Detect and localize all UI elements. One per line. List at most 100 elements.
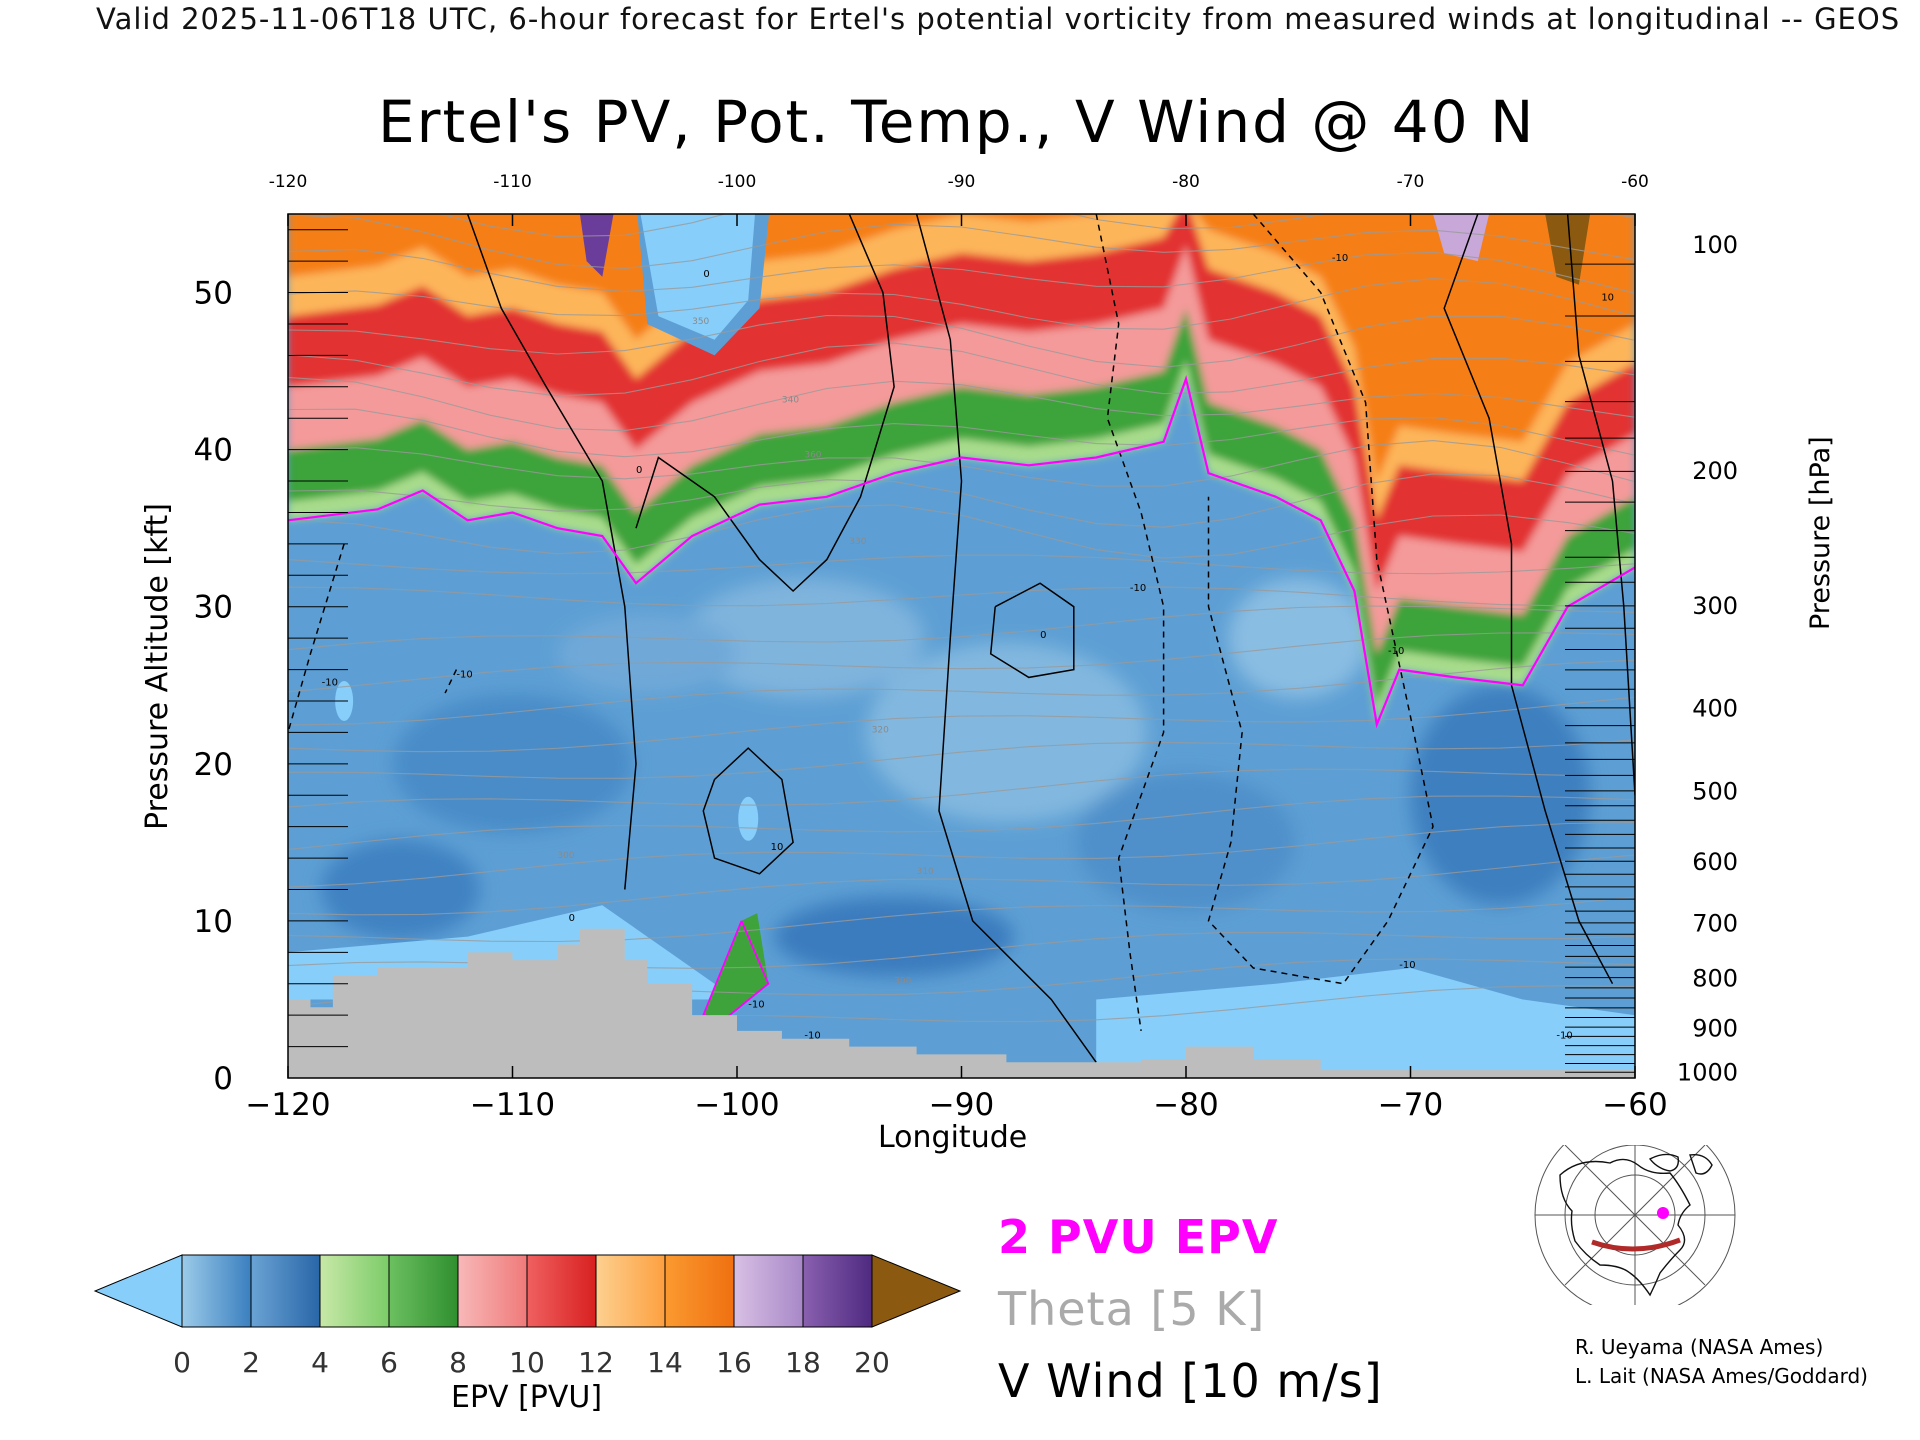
theta-isentrope xyxy=(288,248,1635,294)
pressure-tick-label: 1000 xyxy=(1677,1059,1738,1087)
cross-section-plot: 30032031030033035034036000010-10-100-10-… xyxy=(194,172,1738,1123)
vwind-neg10-contour xyxy=(444,669,458,694)
x-tick-label: −60 xyxy=(1602,1087,1667,1123)
top-x-tick-label: -120 xyxy=(269,172,308,192)
theta-isentrope xyxy=(288,605,1635,651)
vwind-zero-contour xyxy=(989,582,1075,679)
y-tick-label: 30 xyxy=(194,590,233,626)
high-pv-patch xyxy=(1545,214,1591,285)
colorbar-segment xyxy=(733,1254,804,1328)
y-tick-label: 50 xyxy=(194,276,233,312)
theta-isentrope xyxy=(288,214,1635,270)
theta-label: 300 xyxy=(894,977,911,987)
pressure-tick-label: 300 xyxy=(1692,592,1738,620)
vwind-label: 0 xyxy=(569,913,575,924)
vwind-label: 0 xyxy=(1040,630,1046,641)
colorbar-tick-label: 10 xyxy=(509,1346,545,1379)
legend-2pvu: 2 PVU EPV xyxy=(998,1210,1279,1264)
y-tick-label: 0 xyxy=(213,1061,233,1097)
colorbar-segment xyxy=(802,1254,873,1328)
pressure-tick-label: 100 xyxy=(1692,231,1738,259)
colorbar-segment-outline xyxy=(802,1254,873,1328)
high-pv-patch xyxy=(1433,214,1490,262)
colorbar-segment xyxy=(388,1254,459,1328)
epv-band-5 xyxy=(288,214,1635,482)
pv-blob xyxy=(1076,772,1296,913)
colorbar-tick-label: 0 xyxy=(173,1346,191,1379)
theta-isentrope xyxy=(288,821,1635,888)
y-axis-label: Pressure Altitude [kft] xyxy=(140,503,175,830)
x-tick-label: −80 xyxy=(1153,1087,1218,1123)
pv-blob xyxy=(684,578,925,699)
colorbar-segment xyxy=(250,1254,321,1328)
pressure-tick-label: 800 xyxy=(1692,964,1738,992)
colorbar-under-arrow xyxy=(93,1254,183,1328)
pressure-tick-label: 200 xyxy=(1692,457,1738,485)
vwind-label: 0 xyxy=(703,269,709,280)
colorbar-segment xyxy=(319,1254,390,1328)
theta-isentrope xyxy=(288,739,1635,779)
pv-blob xyxy=(1410,685,1591,906)
colorbar-tick-label: 4 xyxy=(311,1346,329,1379)
colorbar: 0 2 4 6 8 10 12 14 16 18 20 xyxy=(93,1254,962,1379)
legend-theta: Theta [5 K] xyxy=(998,1282,1266,1336)
x-tick-label: −90 xyxy=(929,1087,994,1123)
forecast-header: Valid 2025-11-06T18 UTC, 6-hour forecast… xyxy=(96,2,1901,36)
vwind-label: 10 xyxy=(1601,292,1614,303)
credit-line-2: L. Lait (NASA Ames/Goddard) xyxy=(1575,1364,1868,1388)
colorbar-tick-label: 12 xyxy=(578,1346,614,1379)
x-tick-label: −120 xyxy=(245,1087,330,1123)
y-tick-label: 40 xyxy=(194,433,233,469)
contour-layer: 300 320 310 300 330 350 340 360 0 0 0 10 -10 -10 0 -10 -… xyxy=(288,214,1635,1078)
pv-blob xyxy=(557,613,738,694)
pressure-tick-label: 500 xyxy=(1692,778,1738,806)
y-tick-label: 20 xyxy=(194,747,233,783)
colorbar-label: EPV [PVU] xyxy=(451,1380,603,1415)
theta-isentrope xyxy=(288,554,1635,575)
theta-isentrope xyxy=(288,277,1635,330)
theta-isentrope xyxy=(288,896,1635,943)
colorbar-over-arrow xyxy=(871,1254,962,1328)
colorbar-tick-label: 8 xyxy=(449,1346,467,1379)
vwind-neg10-contour xyxy=(1095,214,1165,1032)
tropopause-2pvu-line xyxy=(288,375,1635,729)
theta-isentrope xyxy=(288,632,1635,693)
vwind-contours xyxy=(288,214,1635,1063)
colorbar-tick-label: 16 xyxy=(716,1346,752,1379)
theta-isentrope xyxy=(288,768,1635,808)
colorbar-tick-label: 2 xyxy=(242,1346,260,1379)
vwind-label: -10 xyxy=(804,1031,820,1042)
theta-isentrope xyxy=(288,504,1635,559)
vwind-zero-contour xyxy=(466,214,637,890)
theta-isentrope xyxy=(437,214,1635,238)
theta-label: 360 xyxy=(804,450,821,460)
colorbar-tick-label: 20 xyxy=(854,1346,890,1379)
theta-isentrope xyxy=(288,659,1635,726)
x-tick-label: −110 xyxy=(470,1087,555,1123)
theta-isentrope xyxy=(288,854,1635,916)
pv-blob xyxy=(392,693,633,834)
vwind-zero-contour xyxy=(915,214,1097,1063)
theta-label: 320 xyxy=(872,725,889,735)
vwind-pos10-contour xyxy=(702,747,794,875)
pv-blob xyxy=(774,896,1015,977)
tropospheric-intrusion-core xyxy=(640,214,755,340)
chart-title: Ertel's PV, Pot. Temp., V Wind @ 40 N xyxy=(378,88,1536,156)
theta-isentrope xyxy=(288,586,1635,607)
vwind-label: 10 xyxy=(771,842,784,853)
vwind-label: -10 xyxy=(748,999,764,1010)
credit-line-1: R. Ueyama (NASA Ames) xyxy=(1575,1335,1824,1359)
terrain xyxy=(288,928,1635,1078)
colorbar-segment xyxy=(664,1254,735,1328)
theta-isentrope xyxy=(288,440,1635,487)
vwind-label: -10 xyxy=(1130,583,1146,594)
theta-label: 340 xyxy=(782,396,799,406)
vwind-label: -10 xyxy=(322,677,338,688)
vwind-label: 0 xyxy=(636,465,642,476)
pressure-tick-label: 900 xyxy=(1692,1015,1738,1043)
low-pv-patch xyxy=(738,796,759,841)
pressure-tick-label: 600 xyxy=(1692,848,1738,876)
vwind-label: -10 xyxy=(1388,646,1404,657)
legend-vwind: V Wind [10 m/s] xyxy=(998,1354,1383,1408)
